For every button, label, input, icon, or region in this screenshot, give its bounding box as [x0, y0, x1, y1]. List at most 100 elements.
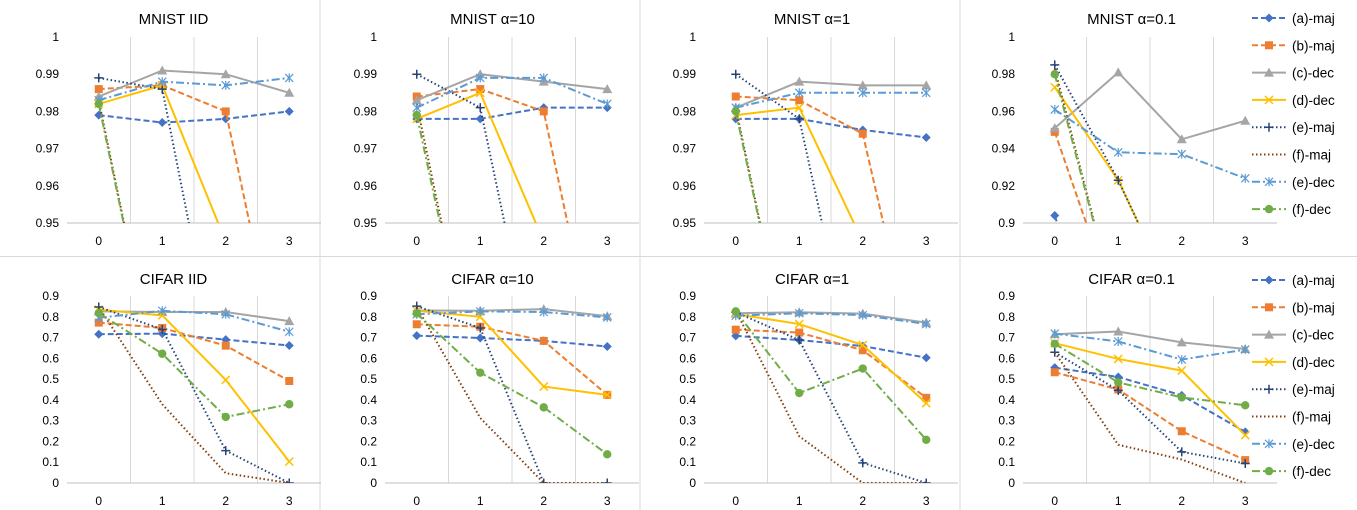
- data-point: [794, 335, 804, 345]
- data-point: [1113, 147, 1123, 157]
- legend-item: (c)-dec: [1252, 328, 1334, 343]
- data-point: [1050, 339, 1059, 348]
- data-point: [1113, 67, 1124, 77]
- legend-item: (c)-dec: [1252, 66, 1334, 81]
- data-point: [1114, 378, 1123, 387]
- data-point: [1113, 337, 1123, 347]
- x-tick-label: 0: [732, 494, 739, 508]
- series-group: [411, 69, 613, 223]
- x-tick-label: 3: [1242, 494, 1249, 508]
- y-tick-label: 0.4: [42, 393, 59, 407]
- data-point: [1176, 337, 1187, 347]
- y-tick-label: 0.3: [42, 414, 59, 428]
- y-tick-label: 0.96: [992, 104, 1016, 118]
- data-point: [284, 316, 295, 326]
- y-tick-label: 0.7: [42, 331, 59, 345]
- data-point: [157, 65, 168, 75]
- chart-panel: CIFAR IID 0.9 0.8 0.7 0.6 0.5 0.4 0.3 0.2 0.1 0 0 1 2…: [42, 271, 321, 508]
- legend-marker: [1264, 95, 1274, 105]
- legend: (a)-maj (b)-maj (c)-dec (d)-dec (e)-maj (f)-m…: [1252, 273, 1335, 479]
- data-point: [1113, 326, 1124, 336]
- data-point: [1177, 366, 1187, 376]
- y-tick-label: 0.99: [673, 67, 697, 81]
- data-point: [476, 85, 485, 94]
- legend-marker: [1264, 13, 1274, 23]
- legend-item: (d)-dec: [1252, 355, 1335, 370]
- data-point: [1177, 355, 1187, 365]
- x-tick-label: 2: [540, 494, 547, 508]
- data-point: [602, 99, 612, 109]
- data-point: [795, 96, 804, 105]
- legend-label: (f)-dec: [1292, 464, 1331, 479]
- y-tick-label: 0.99: [354, 67, 378, 81]
- data-point: [94, 329, 104, 339]
- data-point: [602, 312, 612, 322]
- chart-title: CIFAR α=10: [451, 271, 533, 288]
- series-line: [98, 110, 290, 124]
- series-line: [416, 323, 608, 396]
- x-tick-label: 2: [859, 494, 866, 508]
- data-point: [475, 306, 485, 316]
- data-point: [731, 69, 741, 79]
- legend-item: (e)-maj: [1252, 382, 1335, 397]
- data-point: [921, 132, 931, 142]
- data-point: [1241, 401, 1250, 410]
- data-point: [412, 69, 422, 79]
- y-tick-label: 0.8: [42, 310, 59, 324]
- x-tick-label: 2: [859, 234, 866, 248]
- legend-label: (f)-maj: [1292, 148, 1331, 163]
- y-tick-label: 0.3: [998, 414, 1015, 428]
- legend-marker: [1264, 275, 1274, 285]
- data-point: [794, 114, 804, 124]
- chart-title: CIFAR α=0.1: [1088, 271, 1175, 288]
- data-point: [602, 341, 612, 351]
- chart-panel: MNIST α=10 1 0.99 0.98 0.97 0.96 0.95 0 1 2 3: [354, 11, 639, 248]
- y-tick-label: 0.97: [673, 142, 697, 156]
- y-tick-label: 0.8: [998, 310, 1015, 324]
- series-line: [1054, 351, 1246, 465]
- series-line: [735, 95, 885, 223]
- legend-label: (b)-maj: [1292, 38, 1335, 53]
- x-tick-label: 3: [923, 234, 930, 248]
- data-point: [221, 80, 231, 90]
- data-point: [921, 319, 931, 329]
- legend-marker: [1264, 122, 1274, 132]
- x-tick-label: 0: [95, 234, 102, 248]
- x-tick-label: 3: [286, 234, 293, 248]
- series-line: [735, 311, 927, 324]
- data-point: [794, 88, 804, 98]
- legend-item: (f)-dec: [1252, 464, 1331, 479]
- data-point: [795, 328, 804, 337]
- chart-title: CIFAR α=1: [775, 271, 849, 288]
- series-line: [1054, 330, 1246, 350]
- data-point: [221, 341, 230, 350]
- data-point: [731, 107, 740, 116]
- series-line: [734, 310, 927, 483]
- series-line: [1054, 342, 1246, 407]
- series-line: [98, 309, 290, 333]
- y-tick-label: 0.5: [679, 372, 696, 386]
- y-tick-label: 0.9: [998, 289, 1015, 303]
- y-tick-label: 0.99: [36, 67, 60, 81]
- legend-label: (e)-maj: [1292, 120, 1335, 135]
- data-point: [412, 110, 421, 120]
- data-point: [1050, 105, 1060, 115]
- data-point: [475, 333, 485, 343]
- data-point: [794, 308, 804, 318]
- y-tick-label: 0.8: [360, 310, 377, 324]
- x-tick-label: 1: [796, 234, 803, 248]
- data-point: [1240, 458, 1250, 468]
- y-tick-label: 0.92: [992, 179, 1016, 193]
- legend-label: (b)-maj: [1292, 300, 1335, 315]
- legend-marker: [1264, 177, 1274, 187]
- legend-marker: [1265, 41, 1273, 50]
- y-tick-label: 1: [52, 30, 59, 44]
- series-line: [98, 84, 251, 223]
- x-tick-label: 3: [604, 494, 611, 508]
- data-point: [475, 88, 485, 98]
- legend-label: (c)-dec: [1292, 328, 1334, 343]
- series-line: [735, 311, 927, 483]
- x-tick-label: 2: [222, 234, 229, 248]
- data-point: [221, 114, 231, 124]
- x-tick-label: 0: [413, 234, 420, 248]
